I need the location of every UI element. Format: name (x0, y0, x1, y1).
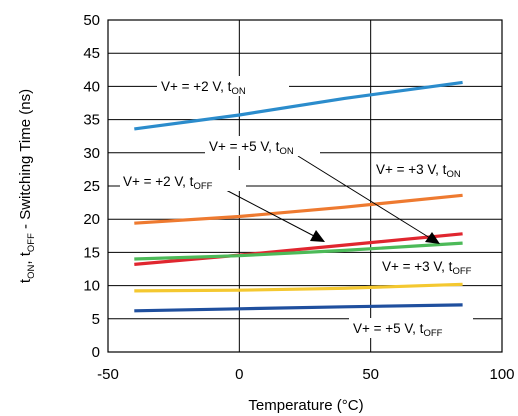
x-tick-label: 100 (489, 366, 514, 383)
y-tick-label: 0 (92, 344, 100, 361)
annotation-p5-on: V+ = +5 V, tON (205, 136, 440, 244)
y-tick-label: 35 (83, 112, 100, 129)
y-tick-label: 45 (83, 45, 100, 62)
y-tick-label: 40 (83, 78, 100, 95)
y-title-part2: , t (17, 251, 34, 264)
series-lines (134, 80, 463, 313)
annotation-p2-off: V+ = +2 V, tOFF (120, 170, 325, 242)
y-title-sub1: ON (26, 265, 37, 279)
svg-text:V+ = +2 V, tON: V+ = +2 V, tON (161, 79, 246, 97)
series-line-p2-on (134, 80, 463, 131)
svg-text:V+ = +3 V, tOFF: V+ = +3 V, tOFF (382, 259, 472, 277)
y-title-part1: t (17, 278, 34, 283)
series-line-p5-off (134, 303, 463, 313)
annotations: V+ = +2 V, tON V+ = +5 V, tON V+ = +3 V,… (120, 76, 494, 339)
svg-text:V+ = +5 V, tON: V+ = +5 V, tON (209, 139, 294, 157)
y-tick-label: 25 (83, 178, 100, 195)
x-tick-label: -50 (97, 366, 119, 383)
arrowhead-p5-on (425, 232, 440, 244)
annotation-p3-off: V+ = +3 V, tOFF (379, 256, 494, 277)
y-title-sub2: OFF (26, 233, 37, 252)
x-tick-labels: -50 0 50 100 (97, 366, 514, 383)
y-tick-label: 30 (83, 145, 100, 162)
series-line-p2-off (134, 282, 463, 293)
x-axis-title: Temperature (°C) (248, 397, 363, 414)
svg-text:V+ = +2 V, tOFF: V+ = +2 V, tOFF (123, 174, 213, 192)
annotation-p2-on: V+ = +2 V, tON (157, 76, 289, 97)
leader-line-p5-on (297, 155, 431, 239)
annotation-p3-on: V+ = +3 V, tON (373, 159, 488, 180)
x-tick-label: 0 (235, 366, 243, 383)
series-line-p3-off (134, 241, 463, 261)
svg-text:V+ = +3 V, tON: V+ = +3 V, tON (376, 162, 461, 180)
y-tick-label: 10 (83, 278, 100, 295)
y-tick-label: 15 (83, 244, 100, 261)
y-tick-label: 50 (83, 12, 100, 29)
x-tick-label: 50 (362, 366, 379, 383)
y-tick-label: 5 (92, 311, 100, 328)
plot-frame (107, 19, 503, 353)
y-tick-labels: 0 5 10 15 20 25 30 35 40 45 50 (83, 12, 100, 361)
annotation-p5-off: V+ = +5 V, tOFF (349, 318, 473, 339)
y-tick-label: 20 (83, 211, 100, 228)
y-axis-title: tON, tOFF - Switching Time (ns) (17, 89, 37, 283)
series-line-p3-on (134, 193, 463, 225)
arrowhead-p2-off (310, 230, 325, 242)
y-title-part3: - Switching Time (ns) (17, 89, 34, 233)
svg-text:V+ = +5 V, tOFF: V+ = +5 V, tOFF (353, 321, 443, 339)
series-line-p5-on (134, 232, 463, 266)
leader-line-p2-off (225, 189, 315, 237)
